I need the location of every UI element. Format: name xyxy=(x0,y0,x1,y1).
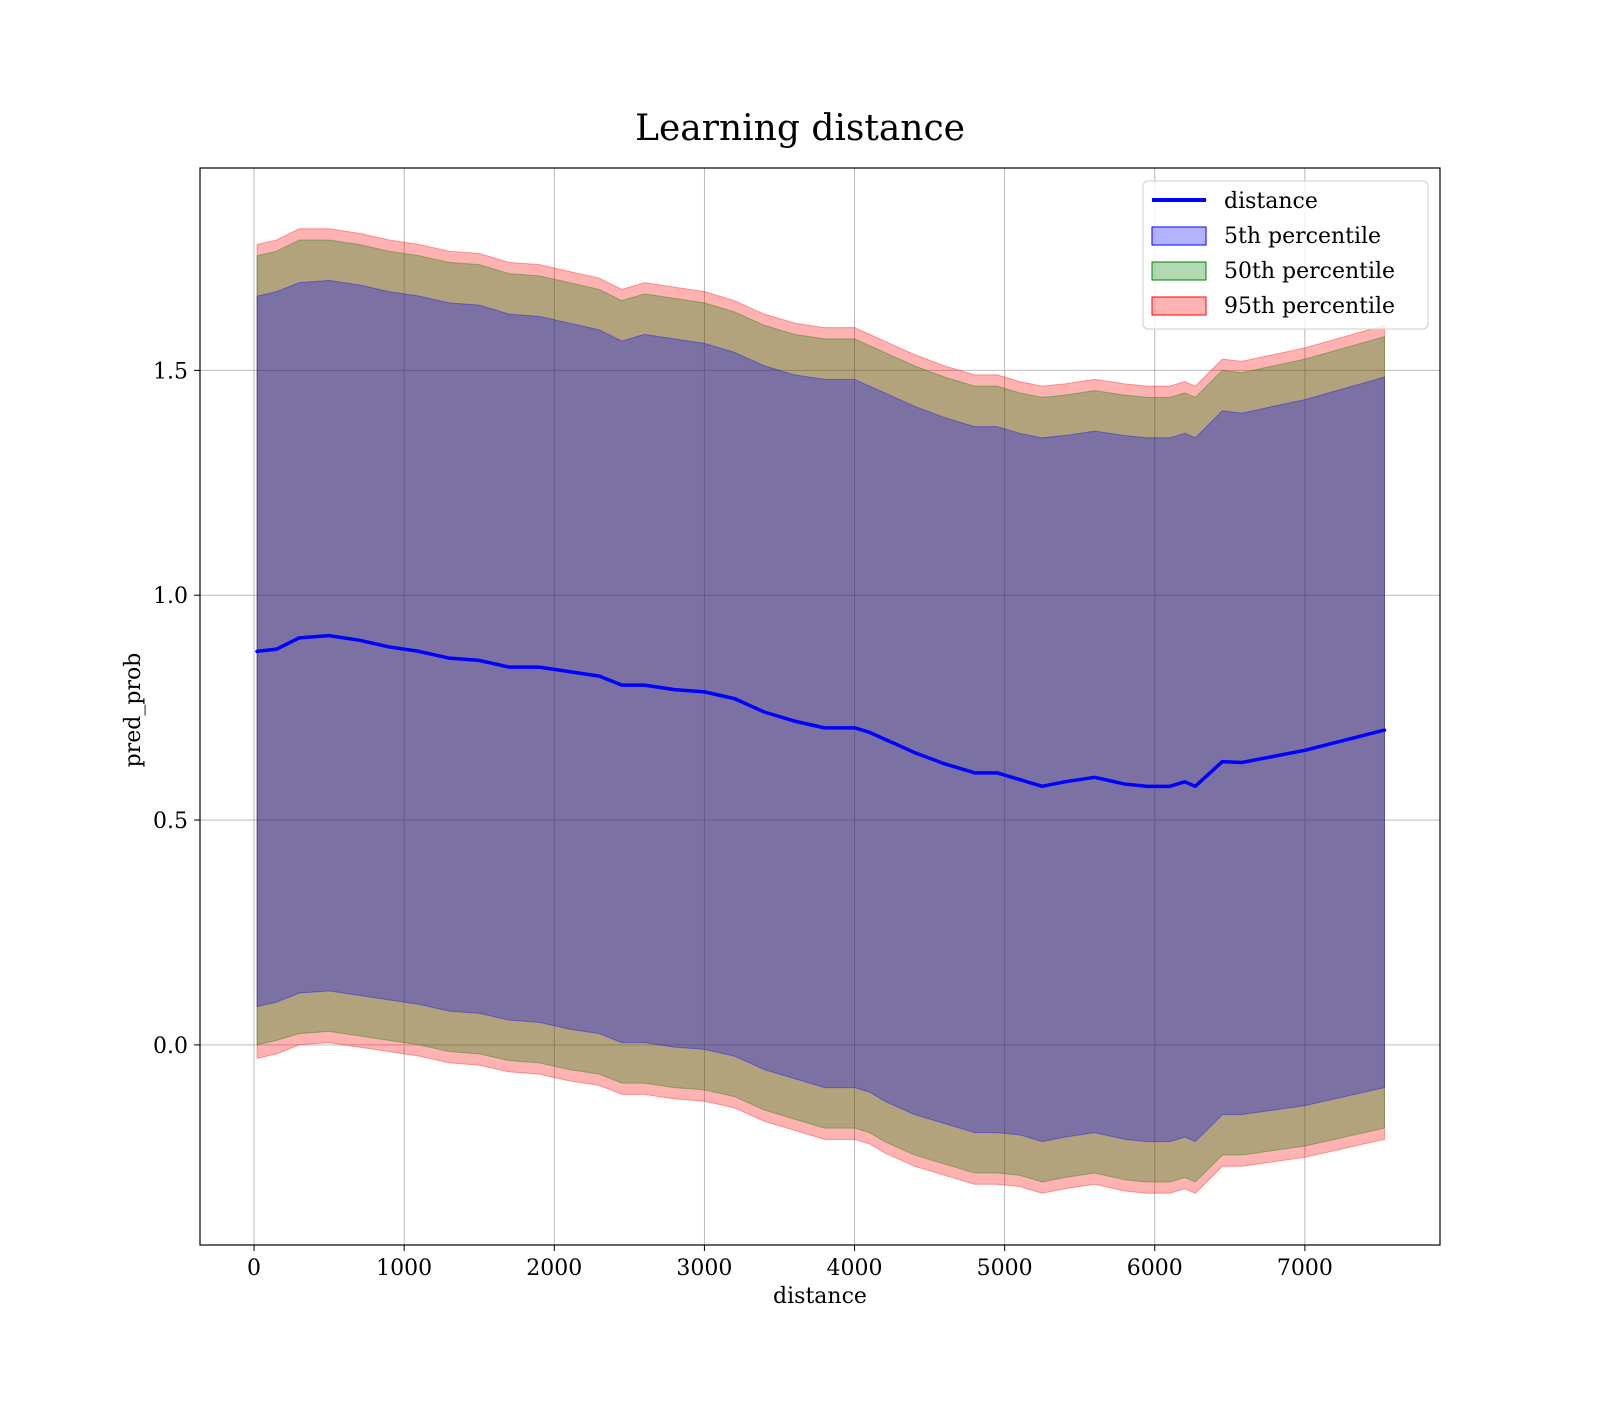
y-tick-label: 0.5 xyxy=(153,809,188,834)
series-line-distance xyxy=(255,633,1387,789)
distance-line-layer xyxy=(255,633,1387,789)
legend-label-95th-percentile: 95th percentile xyxy=(1224,294,1395,319)
legend-box xyxy=(1142,180,1429,330)
percentile-bands xyxy=(256,228,1385,1194)
legend-swatch-5th-percentile xyxy=(1151,226,1207,246)
y-tick-label: 0.0 xyxy=(153,1034,188,1059)
legend-swatch-50th-percentile xyxy=(1151,261,1207,281)
x-tick-label: 5000 xyxy=(977,1256,1033,1281)
x-axis-ticks: 0 1000 2000 3000 4000 5000 6000 7000 xyxy=(247,1245,1333,1281)
band-50th-percentile xyxy=(256,239,1385,1183)
x-tick-label: 3000 xyxy=(676,1256,732,1281)
legend-label-50th-percentile: 50th percentile xyxy=(1224,259,1395,284)
axes-frame xyxy=(199,167,1441,1246)
y-tick-label: 1.5 xyxy=(153,359,188,384)
x-tick-label: 1000 xyxy=(376,1256,432,1281)
band-5th-percentile xyxy=(256,279,1385,1143)
chart-title: Learning distance xyxy=(635,108,965,149)
legend-swatch-95th-percentile xyxy=(1151,296,1207,316)
legend: distance 5th percentile 50th percentile … xyxy=(1142,180,1429,330)
x-tick-label: 7000 xyxy=(1277,1256,1333,1281)
grid-lines xyxy=(200,168,1440,1245)
x-axis-label: distance xyxy=(773,1284,867,1309)
x-tick-label: 0 xyxy=(247,1256,261,1281)
x-tick-label: 2000 xyxy=(526,1256,582,1281)
band-95th-percentile xyxy=(256,228,1385,1194)
x-tick-label: 6000 xyxy=(1127,1256,1183,1281)
legend-label-distance: distance xyxy=(1224,189,1318,214)
y-axis-ticks: 0.0 0.5 1.0 1.5 xyxy=(153,359,200,1059)
x-tick-label: 4000 xyxy=(827,1256,883,1281)
y-axis-label: pred_prob xyxy=(121,653,146,768)
legend-label-5th-percentile: 5th percentile xyxy=(1224,224,1381,249)
y-tick-label: 1.0 xyxy=(153,584,188,609)
